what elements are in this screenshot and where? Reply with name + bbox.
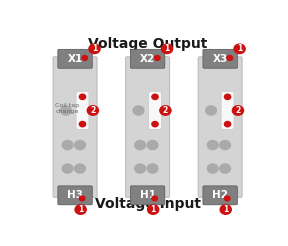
Circle shape xyxy=(133,106,144,115)
Circle shape xyxy=(147,205,159,214)
Circle shape xyxy=(207,140,218,150)
Circle shape xyxy=(220,140,230,150)
Circle shape xyxy=(135,164,145,173)
Text: X3: X3 xyxy=(213,54,228,64)
Circle shape xyxy=(89,44,100,54)
Circle shape xyxy=(234,44,245,54)
Circle shape xyxy=(220,164,230,173)
Text: 2: 2 xyxy=(90,106,96,115)
FancyBboxPatch shape xyxy=(130,186,165,205)
Circle shape xyxy=(79,196,85,201)
Circle shape xyxy=(207,164,218,173)
Text: H2: H2 xyxy=(212,190,228,200)
Circle shape xyxy=(75,205,86,214)
Circle shape xyxy=(206,106,216,115)
Text: Voltage Input: Voltage Input xyxy=(94,197,201,211)
Circle shape xyxy=(154,56,160,60)
Circle shape xyxy=(87,106,98,115)
Text: 1: 1 xyxy=(223,205,228,214)
Text: X2: X2 xyxy=(140,54,155,64)
Circle shape xyxy=(152,94,158,99)
Circle shape xyxy=(79,94,86,99)
Circle shape xyxy=(135,140,145,150)
Text: 2: 2 xyxy=(235,106,240,115)
FancyBboxPatch shape xyxy=(130,49,165,68)
Text: 1: 1 xyxy=(92,44,97,53)
FancyBboxPatch shape xyxy=(149,92,162,129)
Text: 1: 1 xyxy=(151,205,156,214)
Circle shape xyxy=(160,106,171,115)
Circle shape xyxy=(147,164,158,173)
Circle shape xyxy=(147,140,158,150)
Circle shape xyxy=(79,122,86,127)
FancyBboxPatch shape xyxy=(203,49,237,68)
Circle shape xyxy=(224,196,230,201)
FancyBboxPatch shape xyxy=(203,186,237,205)
Text: 1: 1 xyxy=(164,44,170,53)
FancyBboxPatch shape xyxy=(58,186,92,205)
FancyBboxPatch shape xyxy=(76,92,89,129)
Circle shape xyxy=(60,106,71,115)
Circle shape xyxy=(152,196,158,201)
Circle shape xyxy=(220,205,231,214)
FancyBboxPatch shape xyxy=(53,57,97,197)
Circle shape xyxy=(224,94,231,99)
Circle shape xyxy=(75,164,85,173)
Circle shape xyxy=(232,106,244,115)
Text: 1: 1 xyxy=(78,205,83,214)
Circle shape xyxy=(152,122,158,127)
Circle shape xyxy=(82,56,88,60)
Circle shape xyxy=(162,44,173,54)
Text: 1: 1 xyxy=(237,44,242,53)
Text: 2: 2 xyxy=(163,106,168,115)
FancyBboxPatch shape xyxy=(221,92,234,129)
FancyBboxPatch shape xyxy=(58,49,92,68)
Text: H3: H3 xyxy=(67,190,83,200)
Circle shape xyxy=(62,164,73,173)
Text: X1: X1 xyxy=(67,54,83,64)
FancyBboxPatch shape xyxy=(126,57,170,197)
FancyBboxPatch shape xyxy=(198,57,242,197)
Circle shape xyxy=(227,56,233,60)
Circle shape xyxy=(75,140,85,150)
Text: Voltage Output: Voltage Output xyxy=(88,37,207,51)
Circle shape xyxy=(62,140,73,150)
Text: Coil tap
change: Coil tap change xyxy=(55,103,79,114)
Text: H1: H1 xyxy=(140,190,156,200)
Circle shape xyxy=(224,122,231,127)
